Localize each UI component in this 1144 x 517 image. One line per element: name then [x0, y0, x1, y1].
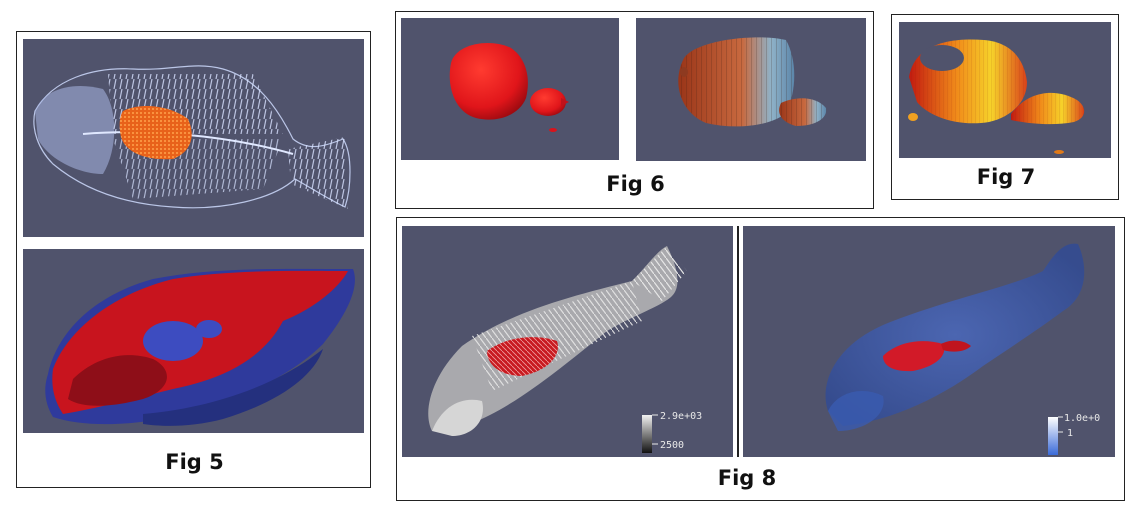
fig7-heatmap-render	[899, 22, 1111, 158]
fig5-segmentation-render	[23, 249, 364, 433]
fig8-skeleton-render: 2.9e+03 2500	[402, 226, 733, 457]
figure-5-panel: Fig 5	[16, 31, 371, 488]
fig8-right-colorbar	[1048, 417, 1058, 455]
fig5-skeleton-render	[23, 39, 364, 237]
fig8-volume-image	[825, 243, 1085, 431]
fig5-caption: Fig 5	[165, 450, 224, 474]
fig8-left-colorbar	[642, 415, 652, 453]
fig5-segmentation-image	[45, 268, 355, 426]
fig8-right-colorbar-labels: 1.0e+0 1	[1058, 413, 1100, 439]
fig8-volume-render: 1.0e+0 1	[743, 226, 1115, 457]
fig6-solid-render	[401, 18, 619, 160]
fig8-right-colorbar-max: 1.0e+0	[1064, 413, 1100, 424]
figure-7-panel: Fig 7	[891, 14, 1119, 200]
fig5-skeleton-image	[33, 65, 351, 209]
fig8-left-colorbar-max: 2.9e+03	[660, 411, 702, 422]
fig8-skeleton-image	[428, 246, 687, 436]
fig6-mesh-organ-image	[678, 37, 827, 127]
figure-6-panel: Fig 6	[395, 11, 874, 209]
fig6-mesh-render	[636, 18, 866, 161]
fig7-heatmap-organ-image	[908, 39, 1085, 154]
fig8-caption: Fig 8	[717, 466, 777, 490]
fig7-caption: Fig 7	[976, 165, 1036, 189]
figure-8-panel: 2.9e+03 2500 1.0e+0 1 Fig 8	[396, 217, 1125, 501]
fig8-right-colorbar-tick: 1	[1067, 428, 1073, 439]
fig8-left-colorbar-tick: 2500	[660, 440, 684, 451]
fig8-left-colorbar-labels: 2.9e+03 2500	[652, 411, 702, 451]
fig8-divider	[737, 226, 739, 457]
fig6-solid-organ-image	[449, 43, 569, 132]
fig6-caption: Fig 6	[606, 172, 665, 196]
